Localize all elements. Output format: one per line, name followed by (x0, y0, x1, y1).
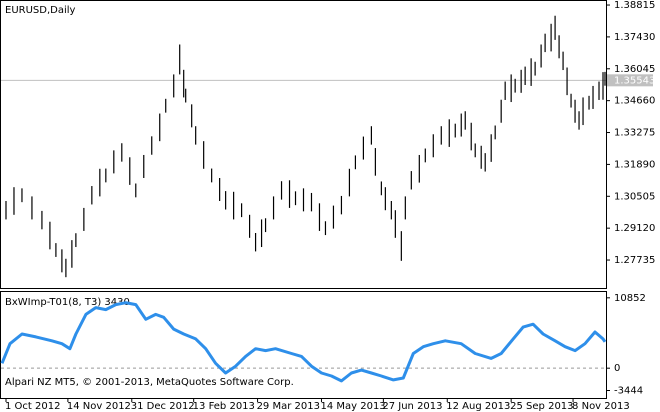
y-tick-label: 0 (614, 363, 620, 374)
y-tick-label: 1.38815 (614, 0, 655, 11)
x-tick-label: 27 Jun 2013 (382, 401, 442, 412)
y-tick-label: 1.37430 (614, 32, 655, 43)
x-tick-label: 31 Dec 2012 (131, 401, 195, 412)
y-tick-label: 10852 (614, 293, 646, 304)
x-tick-label: 1 Oct 2012 (5, 401, 60, 412)
x-tick-label: 14 Nov 2012 (67, 401, 131, 412)
current-price-box (607, 74, 653, 87)
indicator-pane-frame (0, 291, 607, 399)
y-tick-label: 1.33275 (614, 128, 655, 139)
y-tick-label: -3444 (614, 386, 643, 397)
y-tick-label: 1.34660 (614, 96, 655, 107)
symbol-title: EURUSD,Daily (5, 5, 76, 16)
x-tick-label: 25 Sep 2013 (510, 401, 573, 412)
y-tick-label: 1.31890 (614, 159, 655, 170)
main-pane-frame (0, 0, 607, 289)
indicator-line (0, 301, 607, 383)
current-price-label: 1.35543 (614, 75, 655, 86)
y-tick-label: 1.27735 (614, 255, 655, 266)
x-tick-label: 13 Feb 2013 (193, 401, 255, 412)
x-tick-label: 29 Mar 2013 (257, 401, 320, 412)
x-tick-label: 12 Aug 2013 (446, 401, 510, 412)
x-tick-label: 8 Nov 2013 (572, 401, 630, 412)
y-tick-label: 1.29120 (614, 223, 655, 234)
y-tick-label: 1.30505 (614, 191, 655, 202)
indicator-title: BxWImp-T01(8, T3) 3430 (5, 297, 130, 308)
x-tick-label: 14 May 2013 (320, 401, 385, 412)
copyright: Alpari NZ MT5, © 2001-2013, MetaQuotes S… (5, 377, 294, 388)
y-tick-label: 1.36045 (614, 64, 655, 75)
